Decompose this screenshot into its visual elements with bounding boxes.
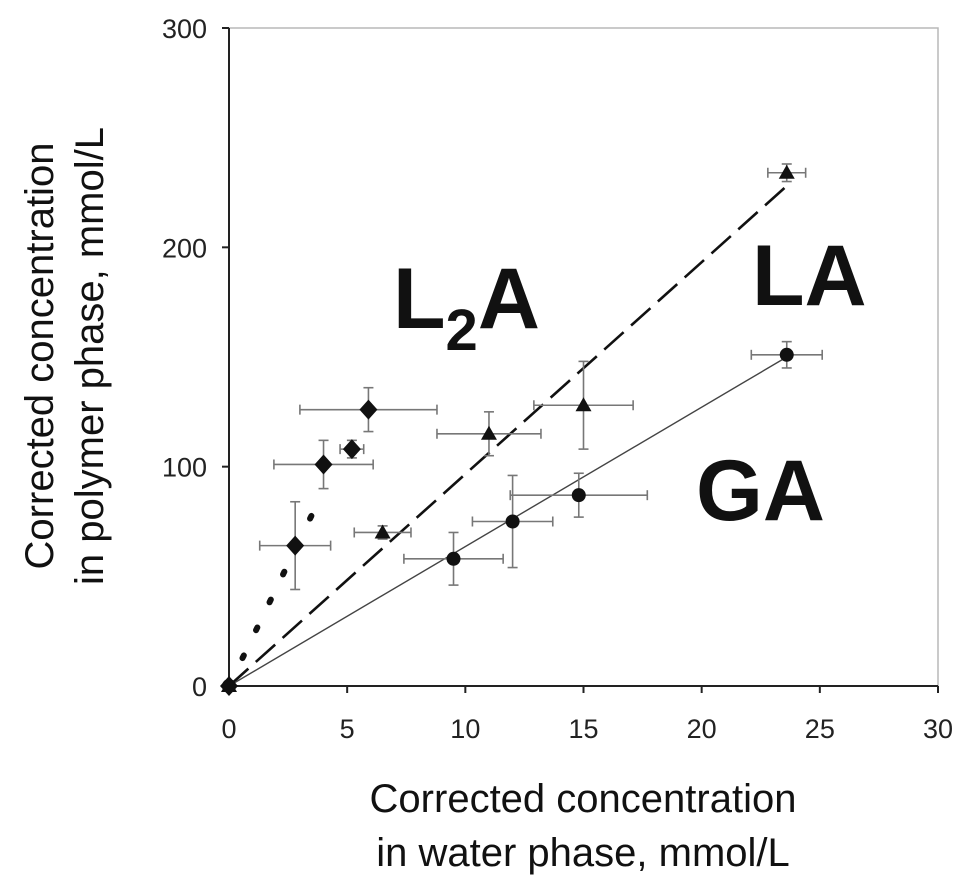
data-point-l2a: [359, 399, 378, 420]
y-tick-label: 0: [192, 672, 207, 702]
data-point-ga: [446, 551, 461, 566]
x-axis-title-line2: in water phase, mmol/L: [376, 831, 790, 875]
y-tick-label: 200: [162, 233, 207, 263]
y-axis-title-line1: Corrected concentration: [18, 143, 62, 570]
x-tick-label: 5: [340, 714, 355, 744]
data-point-la: [480, 425, 497, 440]
y-axis-title: Corrected concentration in polymer phase…: [18, 127, 112, 585]
series-label-ga: GA: [696, 443, 825, 539]
x-tick-label: 25: [805, 714, 835, 744]
data-point-l2a: [342, 439, 361, 460]
data-markers: [220, 164, 795, 696]
data-point-ga: [779, 347, 794, 362]
x-tick-label: 10: [450, 714, 480, 744]
y-axis-title-line2: in polymer phase, mmol/L: [68, 127, 112, 585]
data-point-ga: [505, 514, 520, 529]
x-tick-label: 20: [687, 714, 717, 744]
data-point-l2a: [314, 454, 333, 475]
fit-line-la: [228, 184, 788, 687]
data-point-la: [575, 397, 592, 412]
x-tick-label: 15: [568, 714, 598, 744]
data-point-ga: [222, 679, 236, 693]
data-point-ga: [571, 488, 586, 503]
series-label-l2a-tail: A: [478, 251, 540, 347]
fit-line-l2a: [226, 487, 327, 689]
data-point-la: [374, 524, 391, 539]
x-axis-title-line1: Corrected concentration: [370, 777, 797, 821]
series-label-la: LA: [752, 228, 867, 324]
series-label-l2a-sub: 2: [446, 298, 478, 363]
x-tick-label: 30: [923, 714, 953, 744]
series-label-l2a-main: L: [393, 251, 446, 347]
data-point-la: [778, 164, 795, 179]
data-point-l2a: [286, 535, 305, 556]
plot-area: [228, 27, 939, 687]
series-label-l2a: L2A: [393, 251, 540, 363]
y-tick-label: 300: [162, 14, 207, 44]
x-tick-label: 0: [221, 714, 236, 744]
y-tick-label: 100: [162, 453, 207, 483]
